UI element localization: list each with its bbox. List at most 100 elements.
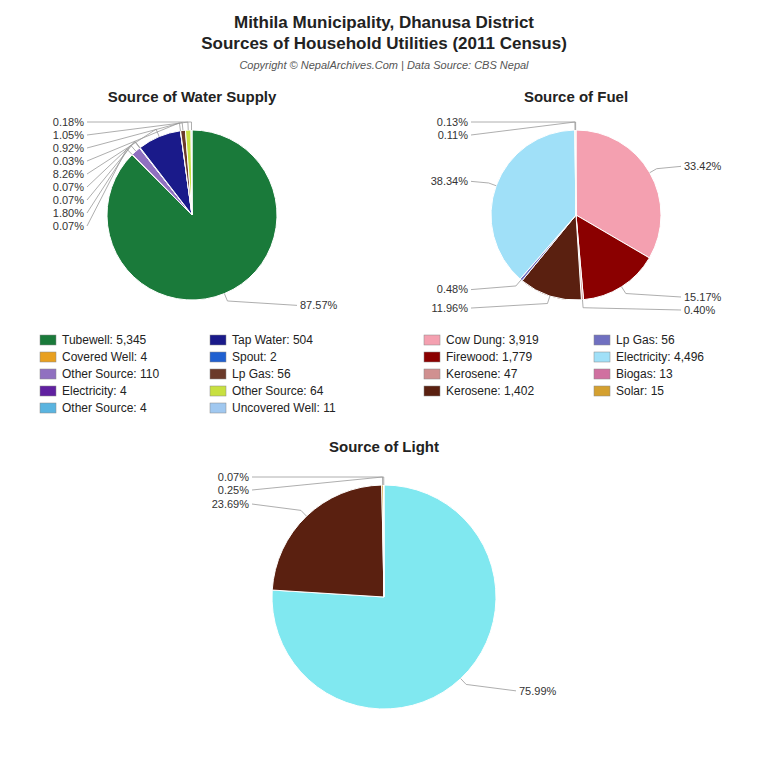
legend-item: Other Source: 4 xyxy=(40,401,147,415)
legend-swatch xyxy=(424,352,440,362)
legend-label: Solar: 15 xyxy=(616,384,664,398)
legend-label: Tap Water: 504 xyxy=(232,333,313,347)
legend-label: Uncovered Well: 11 xyxy=(232,401,336,415)
legend: Cow Dung: 3,919 Firewood: 1,779 Kerosene: … xyxy=(424,333,704,398)
legend-swatch xyxy=(424,335,440,345)
data-label: 8.26% xyxy=(53,168,84,180)
chart-title: Source of Water Supply xyxy=(108,88,277,105)
legend-label: Other Source: 110 xyxy=(62,367,159,381)
legend-item: Cow Dung: 3,919 xyxy=(424,333,539,347)
legend-swatch xyxy=(210,352,226,362)
data-label: 0.07% xyxy=(53,181,84,193)
pie-slice xyxy=(185,130,192,215)
leader-line xyxy=(650,166,681,172)
legend-swatch xyxy=(594,386,610,396)
legend-item: Tubewell: 5,345 xyxy=(40,333,147,347)
leader-line xyxy=(87,123,180,161)
chart-title: Source of Fuel xyxy=(524,88,628,105)
pie-slice xyxy=(383,485,384,597)
legend-item: Electricity: 4,496 xyxy=(594,350,704,364)
data-label: 0.11% xyxy=(438,129,469,141)
legend-item: Kerosene: 1,402 xyxy=(424,384,534,398)
leader-line xyxy=(252,477,383,490)
data-label: 0.03% xyxy=(53,155,84,167)
data-label: 0.07% xyxy=(53,194,84,206)
legend-label: Other Source: 64 xyxy=(232,384,324,398)
legend-swatch xyxy=(424,386,440,396)
legend: Tubewell: 5,345 Covered Well: 4 Other Sour… xyxy=(40,333,336,415)
subtitle: Sources of Household Utilities (2011 Cen… xyxy=(201,34,567,53)
legend-label: Cow Dung: 3,919 xyxy=(446,333,539,347)
annotation: Copyright © NepalArchives.Com | Data Sou… xyxy=(239,59,529,71)
legend-label: Kerosene: 47 xyxy=(446,367,518,381)
pie-slice xyxy=(272,485,384,597)
pie-slice xyxy=(272,485,496,709)
legend-item: Solar: 15 xyxy=(594,384,664,398)
leader-line xyxy=(87,149,132,226)
data-labels: 0.13%0.11%38.34%0.48%11.96%33.42%15.17%0… xyxy=(431,116,722,316)
pie-slice xyxy=(180,131,192,215)
legend-item: Electricity: 4 xyxy=(40,384,127,398)
data-label: 0.25% xyxy=(218,484,249,496)
slices xyxy=(491,130,661,300)
legend-swatch xyxy=(40,335,56,345)
leader-line xyxy=(87,122,188,135)
pie-slice xyxy=(140,131,192,215)
data-label: 15.17% xyxy=(684,291,722,303)
legend-label: Lp Gas: 56 xyxy=(232,367,291,381)
chart-root: Mithila Municipality, Dhanusa DistrictSo… xyxy=(0,0,768,768)
legend-item: Spout: 2 xyxy=(210,350,277,364)
data-labels: 0.18%1.05%0.92%0.03%8.26%0.07%0.07%1.80%… xyxy=(53,116,338,311)
legend-swatch xyxy=(210,386,226,396)
legend-item: Firewood: 1,779 xyxy=(424,350,532,364)
legend-item: Other Source: 110 xyxy=(40,367,159,381)
data-label: 33.42% xyxy=(684,160,722,172)
legend-item: Covered Well: 4 xyxy=(40,350,147,364)
slices xyxy=(272,485,496,709)
legend-label: Electricity: 4 xyxy=(62,384,127,398)
leader-line xyxy=(87,142,140,200)
legend-label: Tubewell: 5,345 xyxy=(62,333,147,347)
data-label: 0.07% xyxy=(218,471,249,483)
slices xyxy=(107,130,277,300)
legend-item: Biogas: 13 xyxy=(594,367,673,381)
data-label: 1.80% xyxy=(53,207,84,219)
data-label: 0.40% xyxy=(684,304,715,316)
data-labels: 0.07%0.25%23.69%75.99% xyxy=(212,471,557,697)
leader-line xyxy=(252,504,306,516)
leader-line xyxy=(87,129,159,174)
pie-slice xyxy=(191,130,193,215)
leader-line xyxy=(87,123,183,148)
header: Mithila Municipality, Dhanusa DistrictSo… xyxy=(201,13,567,71)
data-label: 0.92% xyxy=(53,142,84,154)
leader-line xyxy=(224,294,297,306)
chart-title: Source of Light xyxy=(329,438,439,455)
legend-label: Spout: 2 xyxy=(232,350,277,364)
legend-swatch xyxy=(40,403,56,413)
leader-line xyxy=(582,300,681,310)
pie-slice xyxy=(576,215,649,300)
leader-line xyxy=(471,280,521,290)
legend-label: Firewood: 1,779 xyxy=(446,350,532,364)
leader-line xyxy=(87,122,192,130)
pie-slice xyxy=(491,130,576,279)
legend-swatch xyxy=(424,369,440,379)
leader-line xyxy=(622,287,681,297)
legend-label: Electricity: 4,496 xyxy=(616,350,704,364)
pie-slice xyxy=(382,485,384,597)
pie-chart: Source of Water Supply 0.18%1.05%0.92%0.0… xyxy=(53,88,338,311)
legend-swatch xyxy=(40,369,56,379)
pie-slice xyxy=(107,130,277,300)
pie-slice xyxy=(181,130,192,215)
leader-line xyxy=(87,141,140,187)
data-label: 38.34% xyxy=(431,175,469,187)
legend-item: Tap Water: 504 xyxy=(210,333,313,347)
legend-item: Lp Gas: 56 xyxy=(594,333,675,347)
legend-swatch xyxy=(594,335,610,345)
legend-label: Kerosene: 1,402 xyxy=(446,384,534,398)
pie-slice xyxy=(575,130,577,215)
legend-item: Kerosene: 47 xyxy=(424,367,518,381)
legend-swatch xyxy=(210,335,226,345)
legend-label: Lp Gas: 56 xyxy=(616,333,675,347)
legend-item: Uncovered Well: 11 xyxy=(210,401,336,415)
